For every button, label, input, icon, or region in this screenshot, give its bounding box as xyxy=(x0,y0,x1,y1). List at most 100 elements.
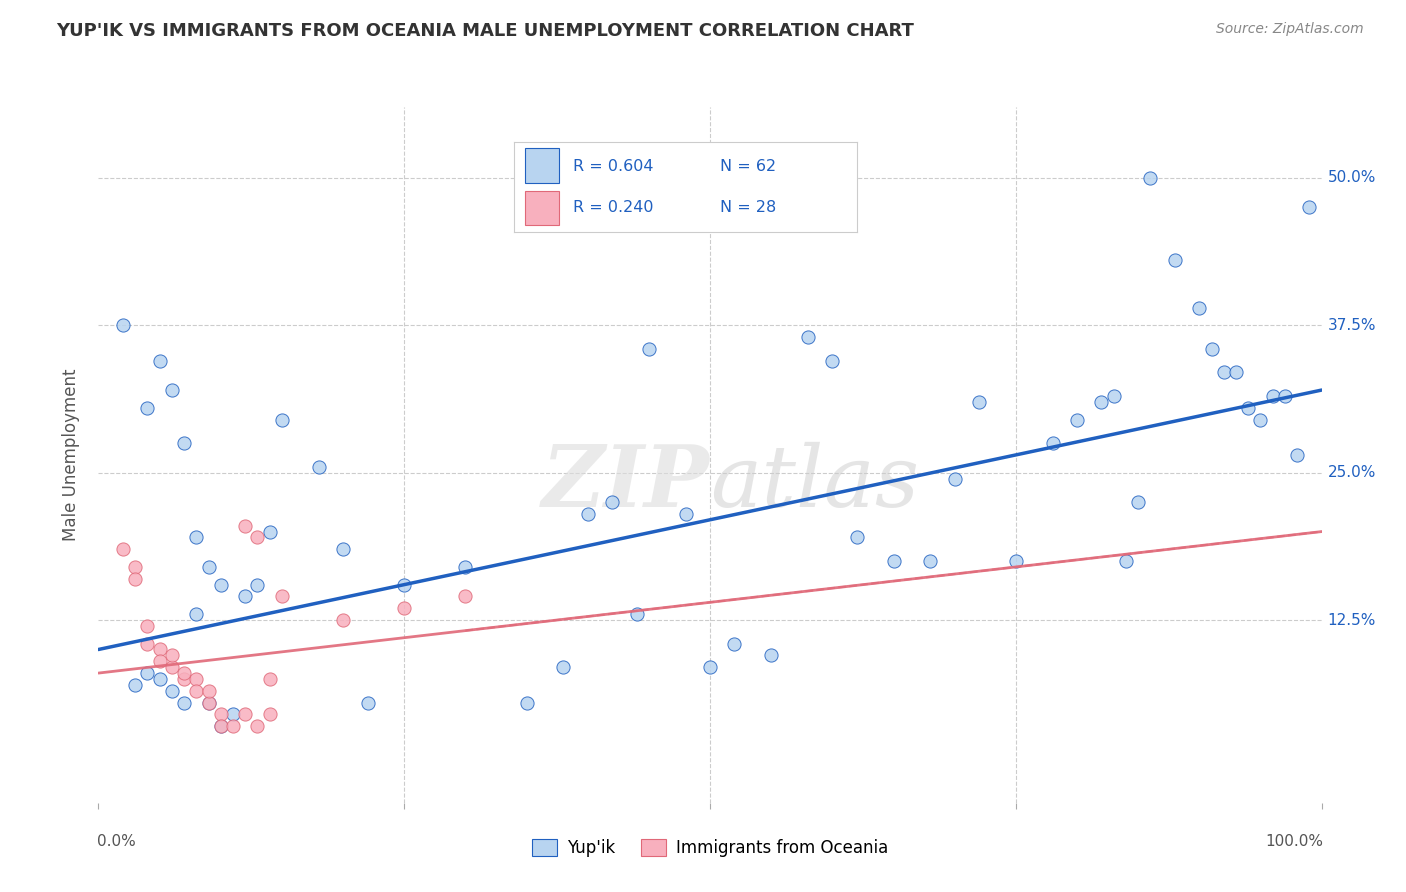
Point xyxy=(233,518,256,533)
Point xyxy=(1274,389,1296,403)
Point xyxy=(1139,170,1161,185)
Text: 37.5%: 37.5% xyxy=(1327,318,1376,333)
Point xyxy=(1261,389,1284,403)
Point xyxy=(332,613,354,627)
Point xyxy=(270,590,294,604)
Point xyxy=(160,383,183,397)
Point xyxy=(1128,495,1150,509)
Point xyxy=(1237,401,1260,415)
Point xyxy=(246,719,269,733)
Point xyxy=(308,459,330,474)
Text: 12.5%: 12.5% xyxy=(1327,613,1376,627)
Point xyxy=(1004,554,1026,568)
Point xyxy=(1286,448,1309,462)
Point xyxy=(1066,412,1088,426)
Point xyxy=(1090,395,1112,409)
Point xyxy=(186,683,208,698)
Point xyxy=(576,507,599,521)
Point xyxy=(124,572,146,586)
Point xyxy=(967,395,990,409)
Point xyxy=(1225,365,1247,379)
Text: atlas: atlas xyxy=(710,442,920,524)
Point xyxy=(160,683,183,698)
Point xyxy=(209,707,232,722)
Y-axis label: Male Unemployment: Male Unemployment xyxy=(62,368,80,541)
Point xyxy=(553,660,575,674)
Point xyxy=(515,696,537,710)
Point xyxy=(723,637,745,651)
Point xyxy=(454,590,477,604)
Point xyxy=(160,648,183,663)
Point xyxy=(186,672,208,686)
Point xyxy=(246,577,269,591)
Point xyxy=(1102,389,1125,403)
Point xyxy=(600,495,623,509)
Point xyxy=(149,353,172,368)
Point xyxy=(454,560,477,574)
Point xyxy=(197,560,219,574)
Point xyxy=(761,648,783,663)
Point xyxy=(259,672,281,686)
Point xyxy=(124,678,146,692)
Point xyxy=(356,696,378,710)
Point xyxy=(920,554,942,568)
Text: Source: ZipAtlas.com: Source: ZipAtlas.com xyxy=(1216,22,1364,37)
Point xyxy=(332,542,354,557)
Legend: Yup'ik, Immigrants from Oceania: Yup'ik, Immigrants from Oceania xyxy=(526,832,894,864)
Point xyxy=(233,590,256,604)
Text: N = 28: N = 28 xyxy=(720,201,776,215)
Point xyxy=(1164,253,1187,268)
Point xyxy=(392,601,416,615)
Point xyxy=(1115,554,1137,568)
Point xyxy=(173,696,195,710)
Point xyxy=(637,342,661,356)
Point xyxy=(845,531,868,545)
Point xyxy=(699,660,721,674)
Point xyxy=(136,401,159,415)
Point xyxy=(160,660,183,674)
Point xyxy=(197,696,219,710)
Point xyxy=(173,672,195,686)
Point xyxy=(246,531,269,545)
Point xyxy=(111,318,134,333)
Point xyxy=(270,412,294,426)
Point xyxy=(111,542,134,557)
Point xyxy=(1212,365,1234,379)
Point xyxy=(124,560,146,574)
Point xyxy=(1249,412,1271,426)
Point xyxy=(883,554,905,568)
Point xyxy=(259,524,281,539)
Point xyxy=(149,642,172,657)
Point xyxy=(1188,301,1211,315)
Text: 50.0%: 50.0% xyxy=(1327,170,1376,186)
Point xyxy=(136,666,159,681)
Text: 100.0%: 100.0% xyxy=(1265,834,1323,849)
Point xyxy=(1042,436,1064,450)
Bar xyxy=(524,148,558,183)
Point xyxy=(1201,342,1223,356)
Point xyxy=(821,353,844,368)
Point xyxy=(943,471,966,485)
Text: YUP'IK VS IMMIGRANTS FROM OCEANIA MALE UNEMPLOYMENT CORRELATION CHART: YUP'IK VS IMMIGRANTS FROM OCEANIA MALE U… xyxy=(56,22,914,40)
Text: N = 62: N = 62 xyxy=(720,159,776,174)
Text: 0.0%: 0.0% xyxy=(97,834,136,849)
Point xyxy=(209,719,232,733)
Point xyxy=(149,654,172,668)
Point xyxy=(197,696,219,710)
Point xyxy=(136,637,159,651)
Text: R = 0.240: R = 0.240 xyxy=(572,201,652,215)
Bar xyxy=(524,191,558,225)
Point xyxy=(209,577,232,591)
Point xyxy=(173,666,195,681)
Point xyxy=(626,607,648,621)
Point xyxy=(675,507,697,521)
Point xyxy=(186,531,208,545)
Point xyxy=(233,707,256,722)
Text: R = 0.604: R = 0.604 xyxy=(572,159,652,174)
Point xyxy=(392,577,416,591)
Point xyxy=(1298,200,1320,214)
Point xyxy=(136,619,159,633)
Point xyxy=(186,607,208,621)
Text: ZIP: ZIP xyxy=(543,441,710,524)
Point xyxy=(209,719,232,733)
